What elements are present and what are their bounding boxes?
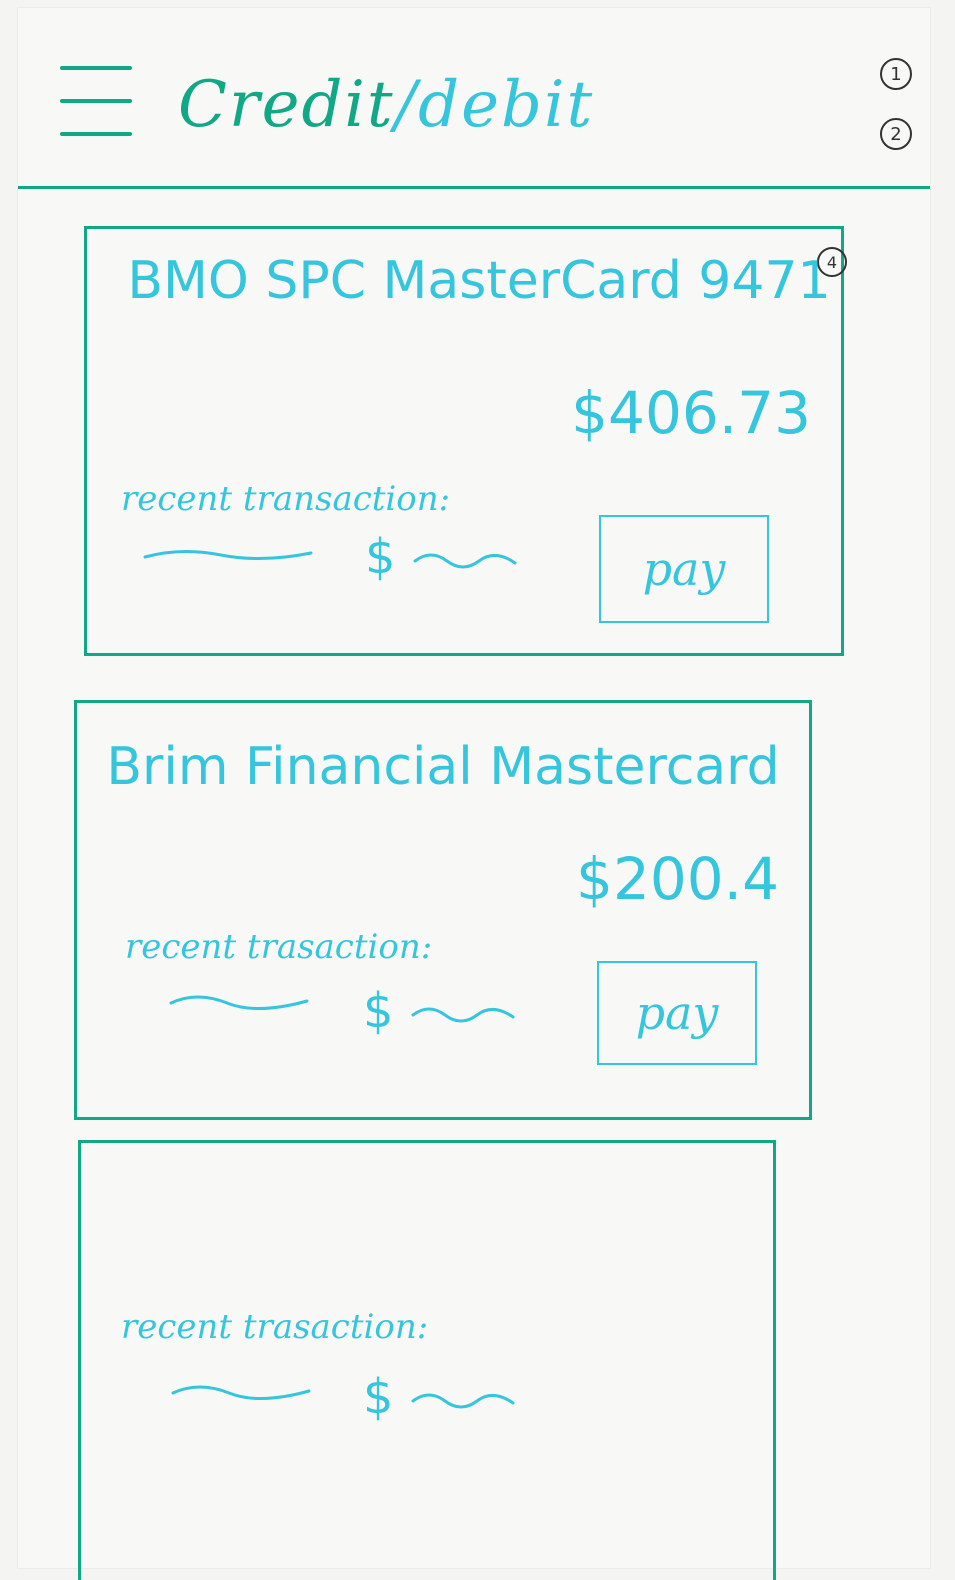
card-balance: $200.4 xyxy=(576,845,779,913)
card-balance: $406.73 xyxy=(571,379,811,447)
annotation-marker-4: 4 xyxy=(817,247,847,277)
credit-card-third[interactable]: recent trasaction: $ xyxy=(78,1140,776,1580)
menu-line xyxy=(60,132,132,136)
hamburger-icon[interactable] xyxy=(60,66,132,136)
amount-scribble xyxy=(411,1007,515,1023)
amount-currency: $ xyxy=(363,1369,394,1425)
transaction-amount: $ xyxy=(365,529,521,585)
card-name: Brim Financial Mastercard xyxy=(106,737,780,797)
amount-scribble xyxy=(413,553,517,569)
title-credit: Credit xyxy=(178,68,395,142)
menu-line xyxy=(60,99,132,103)
card-name: BMO SPC MasterCard 9471 xyxy=(127,251,831,311)
title-separator: / xyxy=(394,68,419,142)
transaction-description-scribble xyxy=(171,1385,311,1400)
pay-button[interactable]: pay xyxy=(599,515,769,623)
transaction-amount: $ xyxy=(363,983,519,1039)
amount-scribble xyxy=(411,1393,515,1409)
title-debit: debit xyxy=(418,68,595,142)
amount-currency: $ xyxy=(365,529,396,585)
transaction-amount: $ xyxy=(363,1369,519,1425)
menu-line xyxy=(60,66,132,70)
app-header: Credit/debit 1 2 xyxy=(18,8,930,189)
recent-transaction-label: recent trasaction: xyxy=(125,927,433,967)
credit-card-bmo[interactable]: 4 BMO SPC MasterCard 9471 $406.73 recent… xyxy=(84,226,847,656)
transaction-description-scribble xyxy=(169,995,309,1010)
transaction-description-scribble xyxy=(143,549,313,561)
recent-transaction-label: recent transaction: xyxy=(121,479,451,519)
annotation-marker-2: 2 xyxy=(880,118,912,150)
page-title: Credit/debit xyxy=(178,68,594,142)
amount-currency: $ xyxy=(363,983,394,1039)
credit-card-brim[interactable]: Brim Financial Mastercard $200.4 recent … xyxy=(74,700,812,1120)
pay-button[interactable]: pay xyxy=(597,961,757,1065)
recent-transaction-label: recent trasaction: xyxy=(121,1307,429,1347)
sketch-paper: Credit/debit 1 2 4 BMO SPC MasterCard 94… xyxy=(18,8,930,1580)
annotation-marker-1: 1 xyxy=(880,58,912,90)
